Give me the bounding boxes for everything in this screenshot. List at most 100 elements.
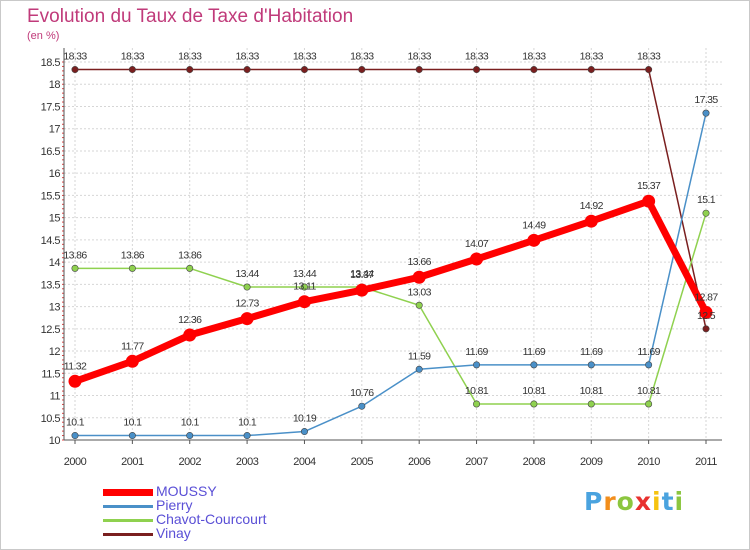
x-tick-label: 2008 — [523, 456, 546, 468]
data-label-chavot-courcourt: 13.86 — [63, 249, 87, 261]
data-labels: 11.32 11.77 12.36 12.73 13.11 13.37 13.66 14.07… — [63, 51, 719, 429]
point-pierry — [587, 361, 595, 369]
data-label-vinay: 18.33 — [522, 51, 546, 63]
chart-title: Evolution du Taux de Taxe d'Habitation — [27, 6, 354, 27]
y-tick-label: 10 — [49, 435, 61, 447]
point-pierry — [128, 432, 136, 440]
legend-label-pierry: Pierry — [156, 497, 193, 513]
point-moussy — [355, 283, 369, 297]
point-moussy — [412, 270, 426, 284]
data-label-pierry: 11.69 — [465, 346, 488, 358]
data-label-moussy: 14.92 — [580, 200, 604, 212]
point-pierry — [243, 432, 251, 440]
y-tick-label: 18 — [49, 79, 61, 91]
point-pierry — [358, 402, 366, 410]
point-pierry — [702, 109, 710, 117]
data-label-chavot-courcourt: 10.81 — [637, 385, 661, 397]
legend-item-vinay: Vinay — [103, 525, 363, 541]
point-chavot-courcourt — [71, 264, 79, 272]
brand-letter: x — [634, 487, 652, 516]
legend: MOUSSY Pierry Chavot-Courcourt Vinay — [103, 483, 363, 541]
point-chavot-courcourt — [186, 264, 194, 272]
data-label-chavot-courcourt: 13.44 — [235, 268, 259, 280]
data-label-moussy: 12.87 — [694, 291, 718, 303]
point-moussy — [125, 354, 139, 368]
point-moussy — [699, 305, 713, 319]
data-label-vinay: 18.33 — [580, 51, 604, 63]
data-label-chavot-courcourt: 10.81 — [522, 385, 546, 397]
data-label-pierry: 10.19 — [293, 413, 317, 425]
series-line-moussy — [73, 197, 710, 385]
grid — [64, 48, 722, 441]
y-tick-label: 12 — [49, 346, 61, 358]
point-moussy — [470, 252, 484, 266]
y-tick-label: 13 — [49, 302, 61, 314]
point-chavot-courcourt — [473, 400, 481, 408]
data-label-pierry: 10.1 — [238, 417, 257, 429]
axes: 10 10.5 11 11.5 12 12.5 13 13.5 14 14.5 15 15.5 16 16… — [41, 48, 722, 468]
data-label-pierry: 11.69 — [580, 346, 603, 358]
point-vinay — [71, 66, 79, 74]
point-pierry — [473, 361, 481, 369]
data-label-pierry: 17.35 — [694, 94, 718, 106]
point-chavot-courcourt — [300, 283, 308, 291]
x-tick-label: 2011 — [695, 456, 717, 468]
point-vinay — [473, 66, 481, 74]
data-label-moussy: 11.32 — [64, 360, 87, 372]
data-label-vinay: 18.33 — [350, 51, 374, 63]
data-label-chavot-courcourt: 13.03 — [408, 286, 432, 298]
y-tick-label: 11.5 — [41, 368, 60, 380]
data-label-moussy: 11.77 — [121, 340, 144, 352]
data-label-vinay: 12.5 — [697, 310, 716, 322]
point-chavot-courcourt — [702, 209, 710, 217]
point-vinay — [358, 66, 366, 74]
brand-letter: i — [652, 487, 662, 516]
legend-label-moussy: MOUSSY — [156, 483, 217, 499]
data-label-moussy: 13.11 — [293, 281, 316, 293]
point-pierry — [71, 432, 79, 440]
legend-label-vinay: Vinay — [156, 525, 191, 541]
data-label-moussy: 14.07 — [465, 238, 489, 250]
point-moussy — [642, 194, 656, 208]
y-tick-label: 15 — [49, 213, 61, 225]
data-label-moussy: 12.73 — [235, 298, 259, 310]
point-vinay — [415, 66, 423, 74]
series-line-chavot-courcourt — [75, 212, 707, 405]
y-tick-label: 14 — [49, 257, 61, 269]
point-moussy — [527, 233, 541, 247]
data-label-vinay: 18.33 — [63, 51, 87, 63]
brand-letter: i — [674, 487, 685, 516]
x-tick-label: 2003 — [236, 456, 259, 468]
y-tick-label: 11 — [50, 391, 61, 403]
point-pierry — [530, 361, 538, 369]
point-pierry — [415, 365, 423, 373]
data-label-pierry: 11.59 — [408, 350, 431, 362]
data-label-vinay: 18.33 — [637, 51, 661, 63]
y-tick-label: 17.5 — [41, 101, 61, 113]
legend-item-pierry: Pierry — [103, 497, 363, 513]
brand-letter: r — [603, 487, 617, 516]
brand-letter: o — [616, 487, 635, 516]
point-vinay — [587, 66, 595, 74]
unit-label: (en %) — [27, 30, 60, 42]
x-tick-label: 2000 — [64, 456, 87, 468]
data-label-pierry: 10.1 — [123, 417, 142, 429]
point-chavot-courcourt — [645, 400, 653, 408]
data-label-moussy: 13.66 — [408, 256, 432, 268]
y-tick-label: 16.5 — [41, 146, 61, 158]
x-tick-label: 2002 — [178, 456, 201, 468]
data-label-vinay: 18.33 — [293, 51, 317, 63]
x-tick-label: 2010 — [637, 456, 660, 468]
data-label-moussy: 14.49 — [522, 219, 546, 231]
data-label-chavot-courcourt: 10.81 — [580, 385, 604, 397]
x-tick-label: 2001 — [121, 456, 144, 468]
point-chavot-courcourt — [530, 400, 538, 408]
data-label-moussy: 15.37 — [637, 180, 661, 192]
data-label-vinay: 18.33 — [235, 51, 259, 63]
data-label-chavot-courcourt: 10.81 — [465, 385, 489, 397]
data-label-chavot-courcourt: 15.1 — [697, 194, 716, 206]
point-pierry — [300, 428, 308, 436]
data-label-chavot-courcourt: 13.86 — [178, 249, 202, 261]
